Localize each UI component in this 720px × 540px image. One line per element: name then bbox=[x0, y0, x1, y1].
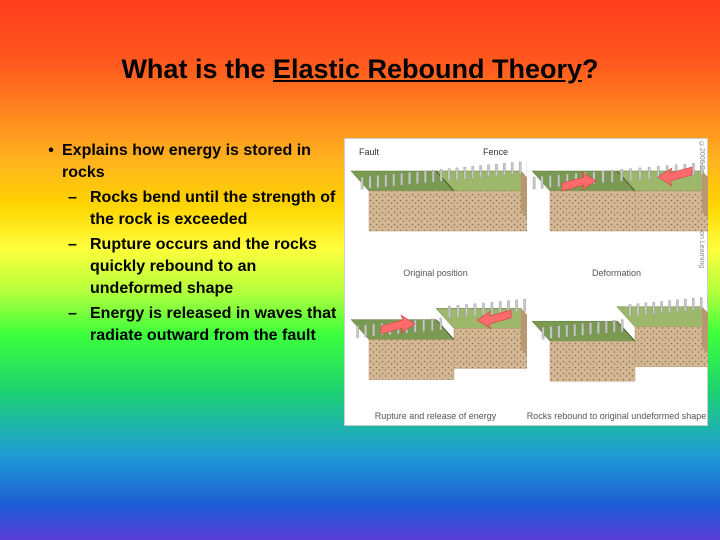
bullet-dash-icon: – bbox=[68, 303, 90, 346]
diagram-panel: Deformation bbox=[526, 139, 707, 282]
slide-title: What is the Elastic Rebound Theory? bbox=[0, 54, 720, 85]
bullet-main: • Explains how energy is stored in rocks bbox=[40, 140, 340, 183]
title-underlined: Elastic Rebound Theory bbox=[273, 54, 582, 84]
bullet-sub: – Rupture occurs and the rocks quickly r… bbox=[40, 234, 340, 299]
bullet-sub-text: Energy is released in waves that radiate… bbox=[90, 303, 340, 346]
bullet-sub: – Rocks bend until the strength of the r… bbox=[40, 187, 340, 230]
bullet-sub-text: Rocks bend until the strength of the roc… bbox=[90, 187, 340, 230]
bullet-dash-icon: – bbox=[68, 187, 90, 230]
diagram-panel: Rupture and release of energy bbox=[345, 282, 526, 425]
bullet-main-text: Explains how energy is stored in rocks bbox=[62, 140, 340, 183]
diagram-caption: Rocks rebound to original undeformed sha… bbox=[526, 411, 707, 421]
diagram-caption: Rupture and release of energy bbox=[345, 411, 526, 421]
diagram-grid: FaultFenceOriginal position Deformation … bbox=[345, 139, 707, 425]
diagram-panel: Fault Fence Original position bbox=[345, 139, 526, 282]
bullet-sub-text: Rupture occurs and the rocks quickly reb… bbox=[90, 234, 340, 299]
diagram-label-fault: Fault bbox=[359, 147, 379, 157]
bullet-sub: – Energy is released in waves that radia… bbox=[40, 303, 340, 346]
diagram-panel: Rocks rebound to original undeformed sha… bbox=[526, 282, 707, 425]
diagram-container: ©2006 Brooks/Cole - Thomson Learning Fau… bbox=[344, 138, 708, 426]
title-prefix: What is the bbox=[121, 54, 273, 84]
bullet-dot-icon: • bbox=[40, 140, 62, 183]
title-suffix: ? bbox=[582, 54, 599, 84]
diagram-caption: Deformation bbox=[526, 268, 707, 278]
bullet-dash-icon: – bbox=[68, 234, 90, 299]
diagram-label-fence: Fence bbox=[483, 147, 508, 157]
diagram-caption: Original position bbox=[345, 268, 526, 278]
bullet-list: • Explains how energy is stored in rocks… bbox=[40, 140, 340, 346]
